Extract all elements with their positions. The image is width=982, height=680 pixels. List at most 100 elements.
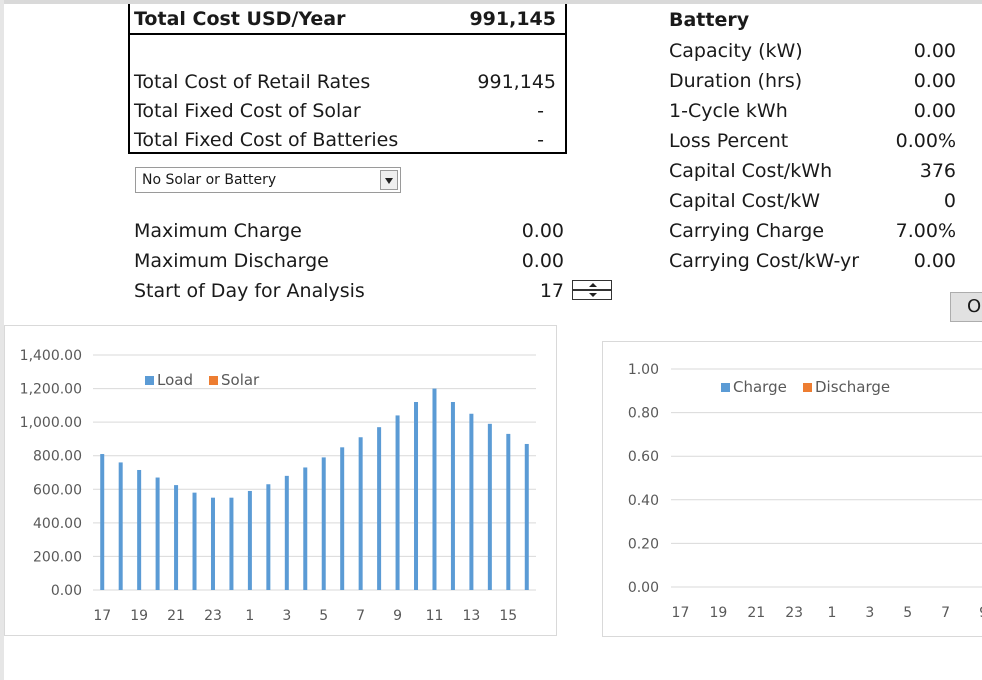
load-chart-legend-label-load: Load — [157, 371, 193, 389]
scenario-dropdown[interactable]: No Solar or Battery — [135, 167, 401, 193]
start-of-day-spinner[interactable] — [572, 280, 612, 300]
capital-cost-kw-label[interactable]: Capital Cost/kW — [669, 190, 821, 212]
max-discharge-value[interactable]: 0.00 — [521, 250, 564, 272]
charge-chart-y-tick-label: 1.00 — [628, 362, 659, 378]
retail-rates-value[interactable]: 991,145 — [477, 71, 556, 93]
window-top-border — [0, 0, 982, 4]
load-chart-legend-swatch-load — [145, 376, 154, 385]
load-chart-bar-load — [100, 454, 105, 590]
charge-chart-y-tick-label: 0.80 — [628, 406, 659, 422]
load-chart-y-tick-label: 800.00 — [33, 449, 82, 465]
load-chart-bar-load — [174, 485, 179, 590]
charge-discharge-chart: 1.00 0.80 0.60 0.40 0.20 0.00 17 19 21 23 1 3 5 7 9 Cha… — [628, 362, 982, 621]
load-chart-bar-load — [524, 443, 529, 590]
load-chart-x-tick-label: 3 — [282, 608, 291, 624]
load-chart-bar-load — [118, 462, 123, 590]
capital-cost-kwh-value[interactable]: 376 — [919, 160, 956, 182]
load-chart-bar-load — [432, 388, 437, 590]
max-charge-label[interactable]: Maximum Charge — [134, 220, 302, 242]
battery-fixed-cost-label[interactable]: Total Fixed Cost of Batteries — [134, 129, 399, 151]
battery-loss-label[interactable]: Loss Percent — [669, 130, 789, 152]
charge-chart-x-tick-label: 7 — [941, 605, 950, 621]
scenario-dropdown-value: No Solar or Battery — [142, 172, 277, 188]
load-chart-bar-load — [358, 437, 363, 590]
chevron-down-icon[interactable] — [380, 170, 398, 190]
load-chart-y-tick-label: 1,400.00 — [20, 348, 82, 364]
max-charge-value[interactable]: 0.00 — [521, 220, 564, 242]
load-chart-y-tick-label: 0.00 — [51, 583, 82, 599]
load-chart-x-tick-label: 13 — [462, 608, 480, 624]
load-chart-bar-load — [247, 490, 252, 590]
battery-title[interactable]: Battery — [669, 9, 750, 31]
retail-rates-label[interactable]: Total Cost of Retail Rates — [134, 71, 371, 93]
carrying-cost-label[interactable]: Carrying Cost/kW-yr — [669, 250, 860, 272]
total-cost-label[interactable]: Total Cost USD/Year — [134, 8, 346, 30]
solar-fixed-cost-value[interactable]: - — [537, 100, 544, 122]
load-chart-bar-load — [266, 484, 271, 590]
total-cost-value[interactable]: 991,145 — [469, 8, 556, 30]
cost-summary-box — [128, 4, 567, 154]
charge-chart-legend-swatch-discharge — [803, 383, 812, 392]
solar-fixed-cost-label[interactable]: Total Fixed Cost of Solar — [134, 100, 361, 122]
options-button[interactable]: O — [950, 292, 982, 322]
carrying-cost-value[interactable]: 0.00 — [913, 250, 956, 272]
load-chart-bar-load — [469, 413, 474, 590]
load-chart-x-tick-label: 19 — [130, 608, 148, 624]
load-chart-x-tick-label: 11 — [426, 608, 444, 624]
charge-chart-x-tick-label: 9 — [979, 605, 982, 621]
battery-duration-label[interactable]: Duration (hrs) — [669, 70, 803, 92]
capital-cost-kwh-label[interactable]: Capital Cost/kWh — [669, 160, 833, 182]
start-of-day-label[interactable]: Start of Day for Analysis — [134, 280, 365, 302]
load-chart-y-tick-label: 1,000.00 — [20, 415, 82, 431]
load-solar-chart: 1,400.00 1,200.00 1,000.00 800.00 600.00 400.… — [20, 348, 536, 624]
load-chart-x-tick-label: 21 — [167, 608, 185, 624]
battery-cycle-kwh-value[interactable]: 0.00 — [913, 100, 956, 122]
charge-chart-x-tick-label: 1 — [828, 605, 837, 621]
load-chart-bar-load — [506, 433, 511, 590]
charge-chart-y-tick-label: 0.20 — [628, 536, 659, 552]
charge-chart-x-tick-label: 5 — [903, 605, 912, 621]
carrying-charge-label[interactable]: Carrying Charge — [669, 220, 825, 242]
load-chart-bar-load — [210, 497, 215, 590]
battery-fixed-cost-value[interactable]: - — [537, 129, 544, 151]
load-chart-legend-label-solar: Solar — [221, 371, 260, 389]
max-discharge-label[interactable]: Maximum Discharge — [134, 250, 329, 272]
charge-discharge-chart-panel[interactable]: 1.00 0.80 0.60 0.40 0.20 0.00 17 19 21 23 1 3 5 7 9 Cha… — [602, 341, 982, 637]
battery-capacity-label[interactable]: Capacity (kW) — [669, 40, 803, 62]
charge-chart-x-tick-label: 3 — [865, 605, 874, 621]
charge-chart-y-tick-label: 0.60 — [628, 449, 659, 465]
load-chart-y-tick-label: 600.00 — [33, 482, 82, 498]
load-chart-bar-load — [229, 497, 234, 590]
charge-chart-x-tick-label: 17 — [672, 605, 690, 621]
charge-chart-x-tick-label: 19 — [709, 605, 727, 621]
battery-capacity-value[interactable]: 0.00 — [913, 40, 956, 62]
charge-chart-legend-label-charge: Charge — [733, 378, 787, 396]
spin-up-icon[interactable] — [572, 280, 612, 290]
capital-cost-kw-value[interactable]: 0 — [943, 190, 956, 212]
load-chart-bar-load — [284, 475, 289, 590]
load-chart-bar-load — [303, 467, 308, 590]
load-solar-chart-panel[interactable]: 1,400.00 1,200.00 1,000.00 800.00 600.00 400.… — [4, 325, 557, 636]
start-of-day-value[interactable]: 17 — [539, 280, 564, 302]
load-chart-y-tick-label: 200.00 — [33, 549, 82, 565]
load-chart-y-tick-label: 1,200.00 — [20, 382, 82, 398]
charge-chart-legend-swatch-charge — [721, 383, 730, 392]
load-chart-x-tick-label: 23 — [204, 608, 222, 624]
carrying-charge-value[interactable]: 7.00% — [895, 220, 956, 242]
charge-chart-x-tick-label: 23 — [785, 605, 803, 621]
spin-down-icon[interactable] — [572, 290, 612, 300]
load-chart-bar-load — [137, 469, 142, 590]
options-button-label: O — [967, 296, 982, 317]
battery-duration-value[interactable]: 0.00 — [913, 70, 956, 92]
load-chart-bar-load — [340, 447, 345, 590]
load-chart-x-tick-label: 7 — [356, 608, 365, 624]
load-chart-bar-load — [377, 427, 382, 590]
battery-cycle-kwh-label[interactable]: 1-Cycle kWh — [669, 100, 788, 122]
load-chart-legend-swatch-solar — [209, 376, 218, 385]
battery-loss-value[interactable]: 0.00% — [895, 130, 956, 152]
load-chart-bar-load — [414, 402, 419, 590]
load-chart-bar-load — [192, 492, 197, 590]
cost-header-divider — [128, 33, 567, 35]
load-chart-bar-load — [450, 402, 455, 590]
load-chart-y-tick-label: 400.00 — [33, 516, 82, 532]
